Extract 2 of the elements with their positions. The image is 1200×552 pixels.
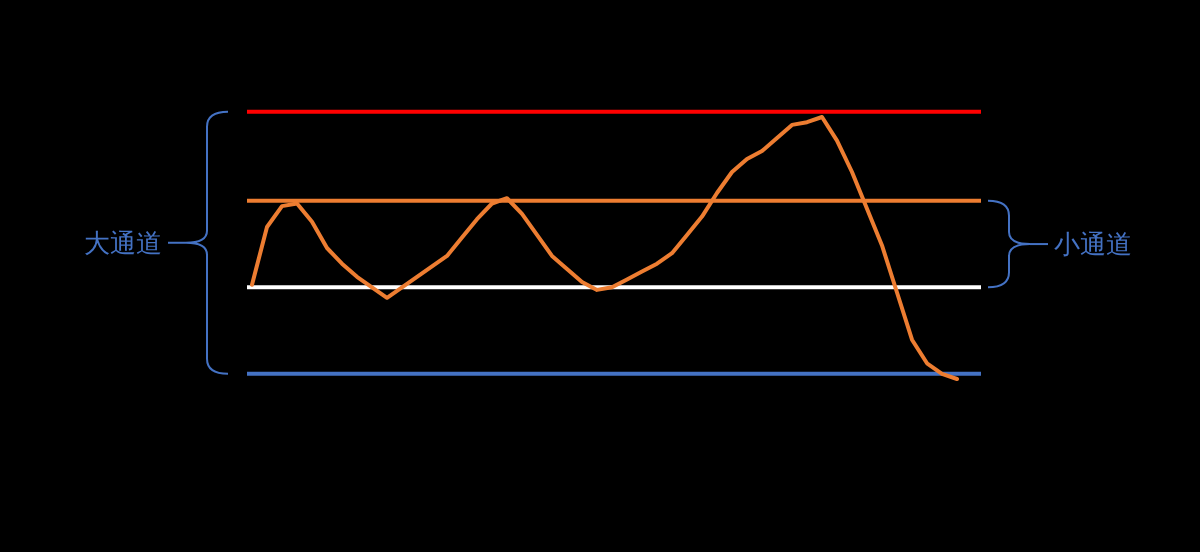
text: 小通道 <box>1054 229 1132 260</box>
text: 大通道 <box>84 227 162 258</box>
